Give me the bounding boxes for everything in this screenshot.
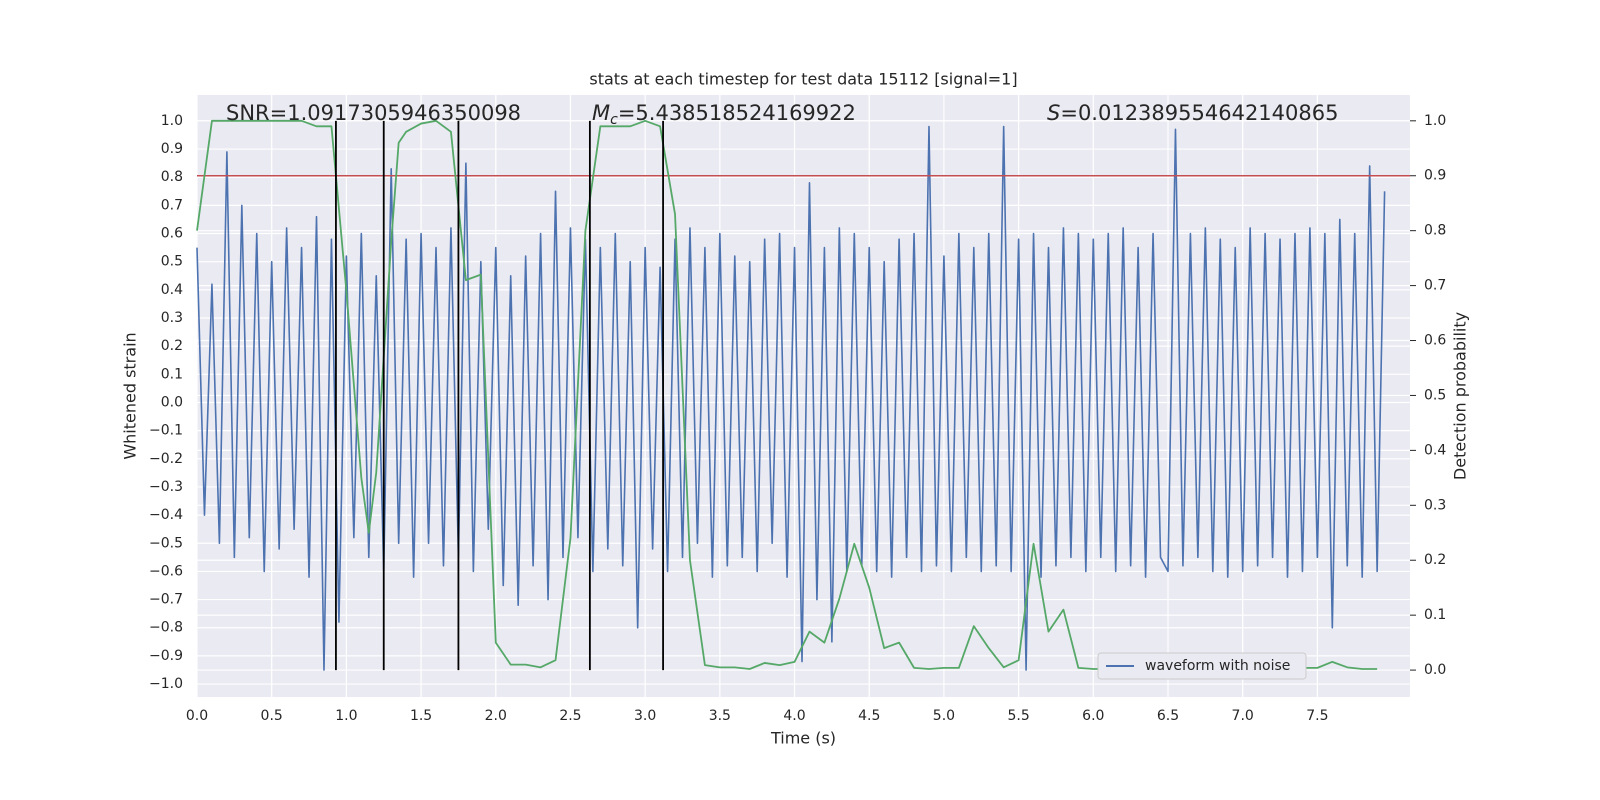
y-tick-label: −0.4 xyxy=(149,507,183,523)
chart-title: stats at each timestep for test data 151… xyxy=(589,70,1017,89)
y2-tick-label: 0.0 xyxy=(1424,662,1446,678)
y-tick-label: −0.3 xyxy=(149,479,183,495)
x-tick-label: 1.5 xyxy=(410,708,432,724)
y2-tick-label: 0.2 xyxy=(1424,552,1446,568)
x-tick-label: 2.5 xyxy=(559,708,581,724)
legend-box xyxy=(1097,652,1307,680)
y-tick-label: −0.7 xyxy=(149,592,183,608)
y-tick-label: 0.1 xyxy=(161,366,183,382)
annotation-text: SNR=1.0917305946350098 xyxy=(226,101,521,125)
legend-label: waveform with noise xyxy=(1145,658,1290,674)
annotation-text: =0.012389554642140865 xyxy=(1060,101,1338,125)
annotation-symbol: M xyxy=(592,101,610,125)
y-tick-label: −0.5 xyxy=(149,535,183,551)
x-tick-label: 7.0 xyxy=(1232,708,1254,724)
y2-tick-label: 0.5 xyxy=(1424,387,1446,403)
y2-tick-label: 1.0 xyxy=(1424,113,1446,129)
y-tick-label: −0.9 xyxy=(149,648,183,664)
x-tick-label: 3.0 xyxy=(634,708,656,724)
annotation: S=0.012389554642140865 xyxy=(1047,101,1338,125)
y-tick-label: 0.5 xyxy=(161,254,183,270)
y-tick-label: 0.4 xyxy=(161,282,183,298)
x-tick-label: 2.0 xyxy=(485,708,507,724)
annotation: SNR=1.0917305946350098 xyxy=(226,101,521,125)
y2-tick-label: 0.7 xyxy=(1424,278,1446,294)
y2-axis-label: Detection probability xyxy=(1451,312,1470,480)
x-tick-label: 4.0 xyxy=(783,708,805,724)
y2-tick-label: 0.3 xyxy=(1424,497,1446,513)
x-axis-label: Time (s) xyxy=(770,729,836,748)
annotation-subscript: c xyxy=(610,112,618,128)
annotation-symbol: S xyxy=(1047,101,1060,125)
x-tick-label: 3.5 xyxy=(709,708,731,724)
y-axis-label: Whitened strain xyxy=(121,332,140,459)
x-tick-label: 0.0 xyxy=(186,708,208,724)
x-tick-label: 0.5 xyxy=(261,708,283,724)
y2-tick-label: 0.4 xyxy=(1424,442,1446,458)
x-tick-label: 1.0 xyxy=(335,708,357,724)
y2-tick-label: 0.1 xyxy=(1424,607,1446,623)
x-tick-label: 6.5 xyxy=(1157,708,1179,724)
annotation-text: =5.438518524169922 xyxy=(618,101,856,125)
x-tick-label: 7.5 xyxy=(1306,708,1328,724)
y-tick-label: 1.0 xyxy=(161,113,183,129)
y-tick-label: 0.8 xyxy=(161,169,183,185)
y-tick-label: −0.2 xyxy=(149,451,183,467)
y-tick-label: −0.1 xyxy=(149,423,183,439)
y-tick-label: 0.7 xyxy=(161,197,183,213)
y-tick-label: −0.6 xyxy=(149,563,183,579)
annotation: Mc=5.438518524169922 xyxy=(592,101,856,128)
y-tick-label: 0.9 xyxy=(161,141,183,157)
y-tick-label: 0.0 xyxy=(161,394,183,410)
y2-tick-label: 0.8 xyxy=(1424,223,1446,239)
x-tick-label: 4.5 xyxy=(858,708,880,724)
y-tick-label: −1.0 xyxy=(149,676,183,692)
x-tick-label: 5.5 xyxy=(1007,708,1029,724)
series-line xyxy=(196,125,1386,671)
y-tick-label: 0.6 xyxy=(161,226,183,242)
x-tick-label: 6.0 xyxy=(1082,708,1104,724)
y2-tick-label: 0.9 xyxy=(1424,168,1446,184)
y-tick-label: −0.8 xyxy=(149,620,183,636)
y-tick-label: 0.2 xyxy=(161,338,183,354)
y2-tick-label: 0.6 xyxy=(1424,333,1446,349)
x-tick-label: 5.0 xyxy=(933,708,955,724)
y-tick-label: 0.3 xyxy=(161,310,183,326)
